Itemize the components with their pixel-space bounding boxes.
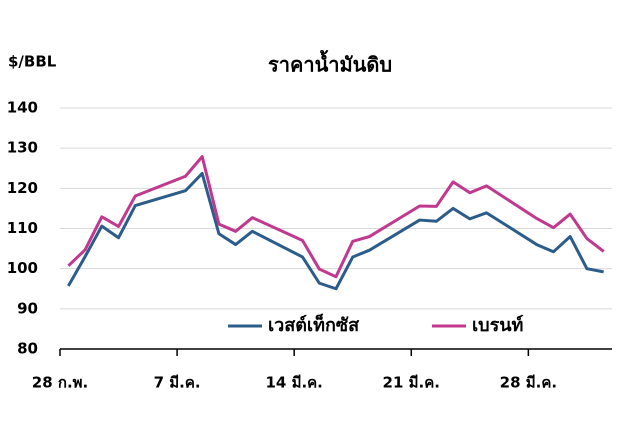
y-tick-label: 130 <box>7 139 38 157</box>
x-tick-label: 21 มี.ค. <box>383 374 440 392</box>
y-tick-label: 140 <box>7 99 38 117</box>
x-tick-label: 28 ก.พ. <box>32 374 88 392</box>
x-tick-label: 28 มี.ค. <box>500 374 557 392</box>
y-tick-label: 110 <box>7 219 38 237</box>
x-tick-label: 14 มี.ค. <box>265 374 322 392</box>
chart-title: ราคาน้ำมันดิบ <box>268 50 392 77</box>
y-tick-label: 120 <box>7 179 38 197</box>
legend-label: เบรนท์ <box>472 314 523 336</box>
legend-label: เวสต์เท็กซัส <box>268 313 360 336</box>
x-tick-label: 7 มี.ค. <box>154 374 201 392</box>
y-tick-label: 80 <box>17 340 38 358</box>
y-tick-label: 90 <box>17 299 38 317</box>
y-tick-label: 100 <box>7 259 38 277</box>
line-series <box>67 171 604 291</box>
line-series <box>67 155 605 279</box>
y-axis-label: $/BBL <box>8 53 57 71</box>
